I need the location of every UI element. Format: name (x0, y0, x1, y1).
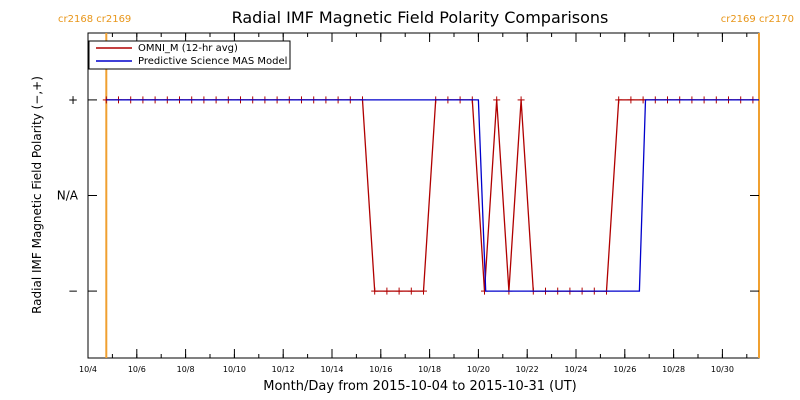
x-tick-label: 10/22 (516, 365, 539, 374)
mas-series-line (106, 99, 759, 292)
y-tick-label: − (68, 284, 78, 298)
plot-frame (87, 32, 760, 359)
x-tick-label: 10/20 (467, 365, 490, 374)
omni-data-point (493, 96, 501, 104)
series-layer (102, 96, 759, 295)
omni-data-point (420, 287, 427, 295)
omni-data-point (627, 96, 635, 104)
y-tick-label: N/A (57, 189, 79, 203)
x-tick-label: 10/24 (564, 365, 587, 374)
legend-label-mas: Predictive Science MAS Model (138, 56, 287, 67)
legend: OMNI_M (12-hr avg) Predictive Science MA… (88, 40, 291, 70)
carrington-label-left: cr2168 cr2169 (58, 14, 131, 25)
x-tick-label: 10/14 (320, 365, 343, 374)
x-tick-label: 10/8 (177, 365, 195, 374)
carrington-rotation-lines (105, 33, 760, 358)
legend-box (88, 40, 291, 70)
x-tick-label: 10/6 (128, 365, 146, 374)
y-axis: + N/A − (57, 93, 759, 298)
x-axis: 10/4 10/6 10/8 10/10 10/12 10/14 10/16 10/18 10/… (79, 33, 748, 374)
x-tick-label: 10/16 (369, 365, 392, 374)
x-tick-label: 10/28 (662, 365, 685, 374)
omni-data-point (407, 287, 415, 295)
omni-data-point (517, 96, 525, 104)
y-axis-label: Radial IMF Magnetic Field Polarity (−,+) (30, 76, 44, 314)
omni-data-point (371, 287, 379, 295)
x-axis-label: Month/Day from 2015-10-04 to 2015-10-31 … (263, 379, 576, 394)
chart-title: Radial IMF Magnetic Field Polarity Compa… (232, 8, 609, 27)
carrington-label-right: cr2169 cr2170 (721, 14, 794, 25)
y-tick-label: + (68, 93, 78, 107)
x-tick-label: 10/18 (418, 365, 441, 374)
x-tick-label: 10/30 (711, 365, 734, 374)
x-tick-label: 10/26 (613, 365, 636, 374)
legend-label-omni: OMNI_M (12-hr avg) (138, 43, 238, 54)
omni-data-point (395, 287, 403, 295)
omni-series-line (106, 99, 753, 292)
x-tick-label: 10/10 (223, 365, 246, 374)
x-tick-label: 10/4 (79, 365, 97, 374)
x-tick-label: 10/12 (272, 365, 295, 374)
omni-data-point (383, 287, 391, 295)
omni-data-point (615, 96, 623, 104)
